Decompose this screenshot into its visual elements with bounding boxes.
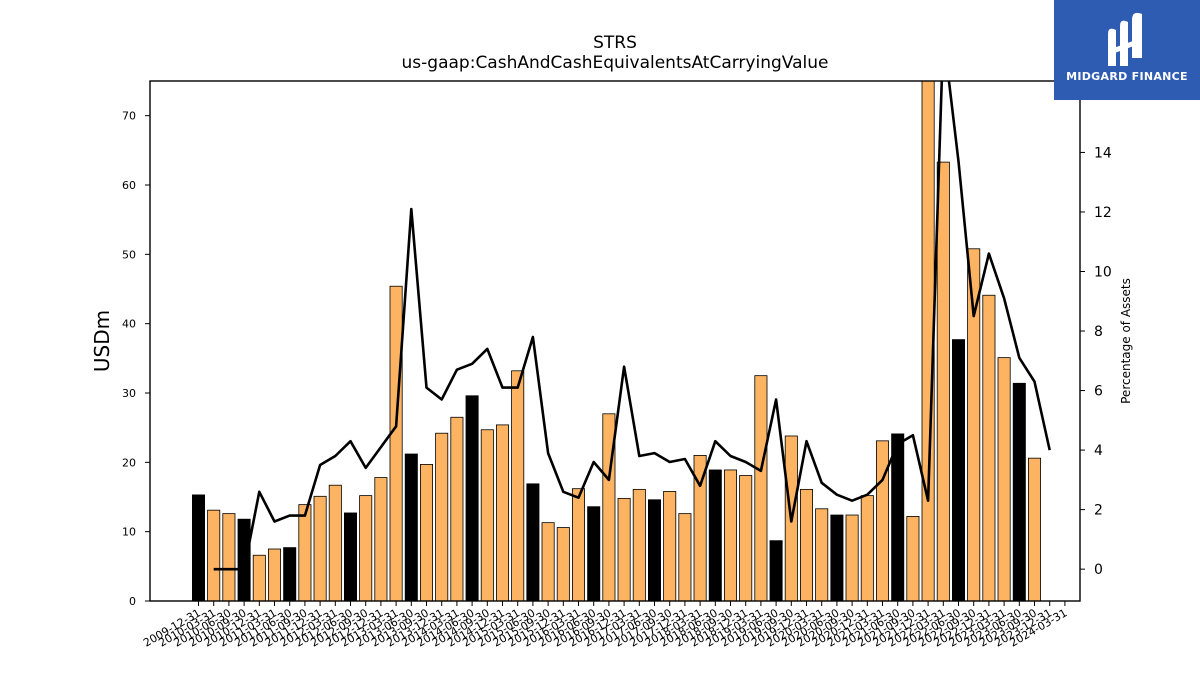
bar-2021-09-30 (906, 516, 920, 601)
bar-2013-06-30 (404, 453, 418, 601)
bar-2021-06-30 (891, 433, 905, 601)
bar-2018-06-30 (708, 469, 722, 601)
bar-2018-03-31 (693, 454, 707, 601)
y-tick-label: 0 (129, 595, 136, 608)
bar-2017-09-30 (663, 491, 677, 601)
bar-2023-09-30 (1028, 457, 1042, 601)
bars-layer (191, 81, 1042, 601)
y-tick-label: 20 (122, 456, 136, 469)
bar-2015-06-30 (526, 483, 540, 601)
bar-2020-12-31 (860, 495, 874, 601)
bar-2010-09-30 (237, 518, 251, 601)
bar-2020-09-30 (845, 514, 859, 601)
bar-2015-09-30 (541, 522, 555, 601)
bar-2018-12-31 (739, 475, 753, 601)
y2-tick-label: 14 (1094, 145, 1112, 161)
bar-2014-06-30 (465, 395, 479, 601)
bar-2021-03-31 (876, 440, 890, 601)
bar-2022-06-30 (952, 339, 966, 601)
bar-2016-12-31 (617, 497, 631, 601)
bar-2015-03-31 (511, 370, 525, 601)
bar-2014-03-31 (450, 416, 464, 601)
percentage-line (213, 81, 1051, 571)
bar-2013-09-30 (419, 464, 433, 601)
bar-2011-06-30 (283, 547, 297, 601)
bar-2020-06-30 (830, 514, 844, 601)
bar-2023-06-30 (1012, 382, 1026, 601)
y-tick-label: 60 (122, 179, 136, 192)
bar-2019-03-31 (754, 375, 768, 601)
brand-logo: MIDGARD FINANCE (1054, 0, 1200, 100)
bar-2016-06-30 (587, 506, 601, 601)
bar-2014-09-30 (480, 429, 494, 601)
y-tick-label: 40 (122, 318, 136, 331)
bar-2014-12-31 (495, 424, 509, 601)
y2-tick-label: 12 (1094, 205, 1112, 221)
bar-2017-06-30 (648, 499, 662, 601)
bar-2013-03-31 (389, 285, 403, 601)
bar-2010-12-31 (252, 554, 266, 601)
bar-2017-12-31 (678, 513, 692, 601)
bar-2012-12-31 (374, 477, 388, 601)
bar-2013-12-31 (435, 432, 449, 601)
bar-2021-12-31 (921, 81, 935, 601)
bar-2010-06-30 (222, 513, 236, 601)
bar-2012-09-30 (359, 495, 373, 601)
line-layer (213, 81, 1051, 571)
y2-tick-label: 0 (1094, 562, 1103, 578)
logo-mark-icon (1108, 12, 1142, 67)
bar-2017-03-31 (632, 488, 646, 601)
bar-2022-03-31 (936, 161, 950, 601)
bar-2019-12-31 (800, 488, 814, 601)
bar-2023-03-31 (997, 357, 1011, 601)
y2-tick-label: 8 (1094, 324, 1103, 340)
bar-2011-03-31 (267, 548, 281, 601)
y2-tick-label: 10 (1094, 264, 1112, 280)
y2-tick-label: 4 (1094, 443, 1103, 459)
y-axis-label: USDm (90, 310, 114, 372)
y-tick-label: 10 (122, 526, 136, 539)
bar-2018-09-30 (724, 469, 738, 601)
bar-2022-09-30 (967, 248, 981, 601)
bar-2022-12-31 (982, 294, 996, 601)
bar-2012-03-31 (328, 484, 342, 601)
y2-tick-label: 6 (1094, 384, 1103, 400)
bar-2015-12-31 (556, 527, 570, 601)
bar-2011-12-31 (313, 495, 327, 601)
bar-2010-03-31 (207, 509, 221, 601)
plot-frame (149, 80, 1081, 602)
y-tick-label: 50 (122, 248, 136, 261)
y-tick-label: 30 (122, 387, 136, 400)
bar-2016-03-31 (572, 488, 586, 601)
bar-2012-06-30 (343, 512, 357, 601)
bar-2020-03-31 (815, 508, 829, 601)
y-tick-label: 70 (122, 110, 136, 123)
bar-2019-06-30 (769, 540, 783, 601)
y2-tick-label: 2 (1094, 503, 1103, 519)
bar-2009-12-31 (191, 494, 205, 601)
chart-title: STRS (593, 33, 637, 53)
bar-2011-09-30 (298, 504, 312, 601)
y2-axis-label: Percentage of Assets (1119, 278, 1133, 404)
chart-subtitle: us-gaap:CashAndCashEquivalentsAtCarrying… (402, 53, 829, 73)
logo-text: MIDGARD FINANCE (1066, 70, 1188, 83)
